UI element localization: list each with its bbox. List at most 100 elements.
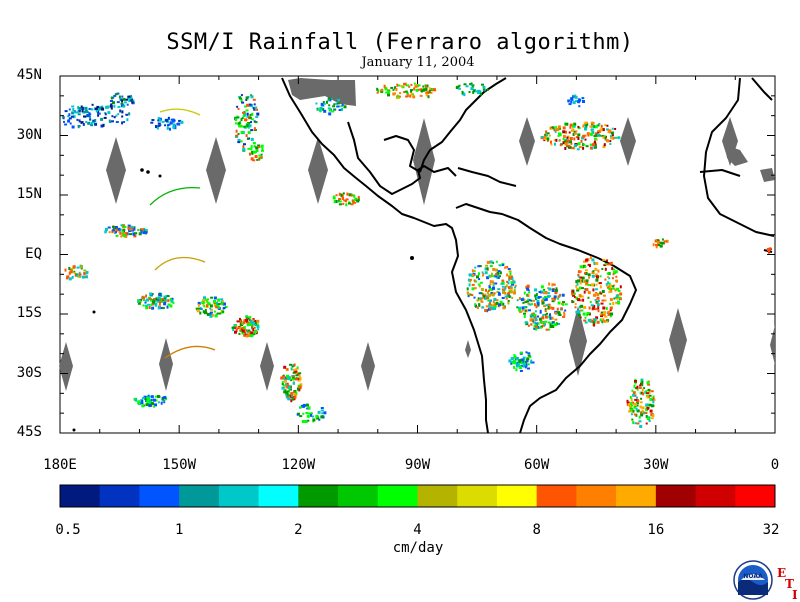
rain-pixel: [553, 323, 557, 327]
rain-pixel: [516, 306, 519, 309]
rain-pixel: [425, 84, 427, 88]
rain-pixel: [587, 273, 591, 277]
rain-pixel: [410, 92, 413, 96]
rain-pixel: [514, 358, 517, 361]
rain-pixel: [600, 311, 604, 314]
rain-pixel: [484, 271, 488, 275]
rain-pixel: [643, 387, 646, 390]
rain-pixel: [577, 270, 581, 274]
rain-pixel: [293, 363, 296, 367]
rain-pixel: [516, 299, 519, 302]
rain-pixel: [636, 396, 638, 399]
rain-pixel: [535, 293, 538, 297]
rain-pixel: [619, 285, 622, 289]
rain-pixel: [131, 98, 133, 101]
rain-pixel: [240, 118, 243, 122]
rain-pixel: [133, 226, 136, 229]
rain-pixel: [476, 299, 480, 302]
rain-pixel: [67, 119, 71, 123]
rain-pixel: [564, 140, 568, 143]
rainfall-pixels: [62, 82, 772, 428]
rain-pixel: [287, 376, 291, 380]
rain-pixel: [577, 142, 581, 146]
rain-pixel: [513, 359, 516, 363]
rain-pixel: [533, 313, 537, 316]
rain-pixel: [290, 399, 293, 403]
rain-pixel: [100, 124, 104, 128]
rain-pixel: [413, 82, 416, 85]
rain-pixel: [142, 231, 146, 235]
rain-pixel: [554, 291, 558, 295]
rain-pixel: [593, 293, 596, 297]
rain-pixel: [643, 412, 646, 415]
rain-pixel: [539, 309, 542, 313]
rain-pixel: [327, 98, 330, 102]
rain-pixel: [583, 290, 586, 294]
rain-pixel: [503, 266, 507, 269]
rain-pixel: [584, 127, 587, 131]
rain-pixel: [614, 270, 618, 274]
rain-pixel: [553, 295, 557, 299]
rain-pixel: [596, 293, 600, 297]
rain-pixel: [577, 137, 580, 140]
rain-pixel: [113, 116, 116, 119]
rain-pixel: [518, 308, 522, 312]
swath: [569, 306, 587, 376]
rain-pixel: [150, 399, 153, 401]
rain-pixel: [477, 283, 480, 286]
rain-pixel: [484, 309, 488, 312]
rain-pixel: [250, 95, 254, 99]
rain-pixel: [333, 200, 336, 204]
rain-pixel: [223, 302, 226, 306]
rain-pixel: [586, 312, 590, 314]
rain-pixel: [617, 296, 621, 299]
rain-pixel: [597, 282, 600, 285]
rain-pixel: [632, 409, 635, 413]
rain-pixel: [240, 94, 243, 97]
island: [140, 168, 144, 172]
rain-pixel: [123, 225, 127, 228]
rain-pixel: [640, 411, 643, 415]
rain-pixel: [608, 287, 611, 290]
rain-pixel: [604, 315, 608, 318]
rain-pixel: [487, 294, 491, 298]
rain-pixel: [546, 134, 549, 137]
rain-pixel: [633, 384, 636, 388]
rain-pixel: [158, 293, 162, 297]
rain-pixel: [283, 390, 287, 394]
rain-pixel: [526, 360, 529, 363]
rain-pixel: [591, 125, 595, 128]
rain-pixel: [495, 260, 498, 263]
rain-pixel: [157, 306, 161, 310]
rain-pixel: [110, 103, 113, 107]
rain-pixel: [527, 363, 530, 366]
rain-pixel: [252, 328, 255, 331]
rain-pixel: [84, 109, 88, 113]
rain-pixel: [88, 115, 91, 119]
rain-pixel: [97, 110, 100, 113]
rain-pixel: [328, 109, 332, 112]
rain-pixel: [251, 326, 254, 330]
rain-pixel: [85, 121, 88, 123]
rain-pixel: [253, 326, 256, 329]
rain-pixel: [253, 107, 256, 111]
rain-pixel: [577, 279, 581, 283]
rain-pixel: [240, 125, 244, 128]
rain-pixel: [559, 144, 562, 147]
rain-pixel: [507, 291, 510, 295]
rain-pixel: [285, 383, 288, 387]
rain-pixel: [115, 231, 118, 234]
rain-pixel: [315, 102, 318, 105]
rain-pixel: [629, 406, 633, 410]
colorbar-tick-label: 8: [532, 522, 541, 538]
rain-pixel: [577, 127, 581, 129]
rain-pixel: [204, 311, 207, 315]
rain-pixel: [142, 296, 145, 299]
rain-pixel: [63, 120, 65, 123]
rain-pixel: [465, 85, 469, 88]
rain-pixel: [564, 142, 568, 146]
rain-pixel: [548, 295, 552, 298]
rain-pixel: [254, 320, 257, 322]
rain-pixel: [641, 380, 644, 384]
rain-pixel: [133, 233, 136, 236]
